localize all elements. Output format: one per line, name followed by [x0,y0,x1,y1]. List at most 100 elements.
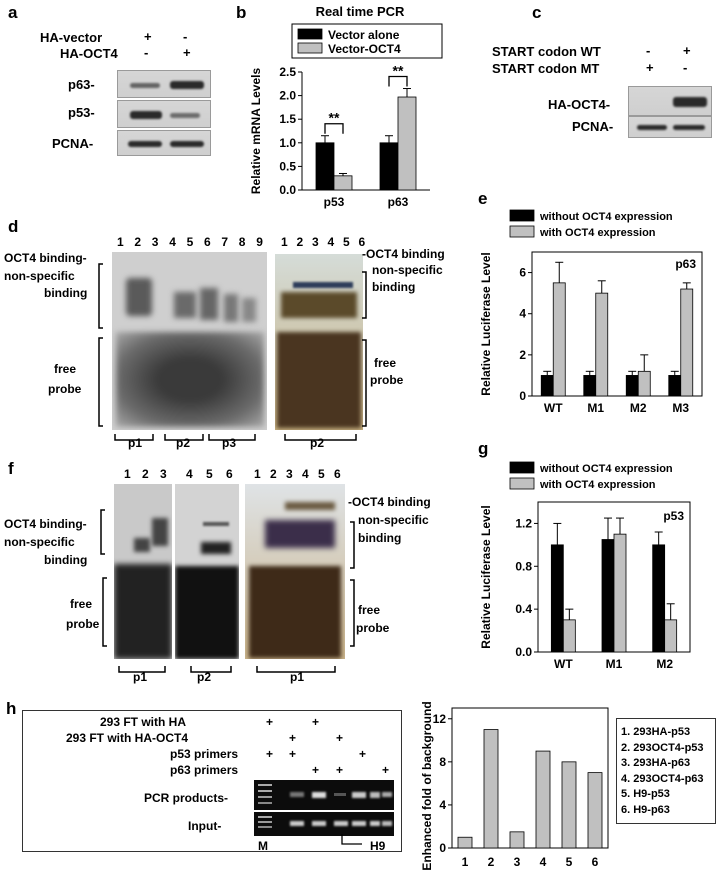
panel-a-letter: a [8,3,18,22]
panel-a-sign: - [144,45,149,60]
x-tick-label: M2 [630,401,647,415]
legend-swatch [509,477,535,490]
bar [379,142,399,191]
panel-c-sign: - [683,60,688,75]
non-specific-label: non-specific [4,269,75,283]
legend-swatch [509,225,535,238]
probe-label: probe [370,373,404,387]
condition-sign: + [312,763,320,777]
lane-number: 4 [302,467,309,481]
lane-number: 3 [312,235,319,249]
gel-brackets [98,263,256,441]
binding-label: binding [358,531,402,545]
chart-title: Real time PCR [316,4,405,19]
chart-b: Real time PCR 0.0 0.5 1.0 1.5 2.0 2.5 Relative … [249,4,443,209]
emsa-gel [245,484,345,659]
probe-name: p2 [197,670,212,684]
bar [540,375,554,397]
legend-label: without OCT4 expression [539,463,673,475]
binding-label: binding [44,553,88,567]
legend-label: Vector-OCT4 [328,42,401,56]
x-tick-label: 4 [540,855,547,869]
lane-number: 1 [281,235,288,249]
x-tick-label: p53 [324,195,345,209]
x-tick-label: WT [544,401,563,415]
x-tick-label: 1 [462,855,469,869]
western-blot-strip [117,130,211,156]
panel-c-sign: - [646,43,651,58]
bar [457,836,473,849]
x-tick-label: M2 [656,657,673,671]
panel-f-letter: f [8,459,14,478]
western-blot-strip [628,116,712,138]
panel-a-row-label: HA-vector [40,30,103,45]
lane-number: 6 [334,467,341,481]
lane-number: 4 [169,235,176,249]
legend-label: Vector alone [328,28,400,42]
oct4-binding-label-right: -OCT4 binding [362,247,445,261]
probe-label: probe [356,621,390,635]
gel-label-input: Input- [188,819,222,833]
oct4-binding-label-right: -OCT4 binding [348,495,431,509]
free-label: free [358,603,381,617]
y-tick-label: 0.0 [279,183,296,197]
y-tick-label: 2 [519,348,526,362]
condition-label: 293 FT with HA [100,715,187,729]
y-tick-label: 0 [519,389,526,403]
x-tick-label: p63 [388,195,409,209]
legend-label: without OCT4 expression [539,211,673,223]
panel-a-row-label: HA-OCT4 [60,46,118,61]
y-tick-label: 8 [439,755,446,769]
legend-swatch [509,209,535,222]
free-label: free [54,362,77,376]
bar [668,375,682,397]
chart-g: 0.0 0.4 0.8 1.2 Relative Luciferase Level WT M… [479,461,691,671]
panel-e-letter: e [478,189,488,208]
bar [637,370,651,397]
lane-number: 6 [204,235,211,249]
gel-label-pcr: PCR products- [144,791,228,805]
gel-brackets [100,509,355,673]
legend-swatch [509,461,535,474]
x-tick-label: M1 [587,401,604,415]
lane-number: 5 [206,467,213,481]
condition-sign: + [266,715,274,729]
condition-sign: + [289,747,297,761]
y-tick-label: 0 [439,841,446,855]
emsa-gel [175,484,239,659]
bar [595,292,609,397]
panel-g-letter: g [478,439,489,458]
bar [680,288,694,397]
chart-e: 0 2 4 6 Relative Luciferase Level WT M1 M2 M3 wit… [479,209,703,415]
binding-label: binding [44,286,88,300]
marker-label: M [258,839,268,853]
non-specific-label: non-specific [372,263,443,277]
free-label: free [374,356,397,370]
input-gel [254,812,394,836]
y-tick-label: 2.0 [279,89,296,103]
legend-entry: 2. 293OCT4-p53 [621,741,704,754]
panel-c-row-label: START codon MT [492,61,600,76]
panel-b-letter: b [236,3,247,22]
y-tick-label: 1.2 [515,516,532,530]
y-tick-label: 2.5 [279,65,296,79]
panel-h-letter: h [6,699,17,718]
blot-label-pcna: PCNA- [52,136,94,151]
non-specific-label: non-specific [4,535,75,549]
probe-name: p1 [133,670,148,684]
x-tick-label: 2 [488,855,495,869]
legend-entry: 4. 293OCT4-p63 [621,772,704,785]
probe-name: p3 [222,436,237,450]
western-blot-strip [117,100,211,128]
oct4-binding-label: OCT4 binding- [4,251,87,265]
lane-number: 3 [151,235,159,249]
plot-frame [451,707,609,849]
bar [562,619,576,653]
panel-d-letter: d [8,217,19,236]
significance-mark: ** [329,110,340,126]
lane-number: 3 [286,467,293,481]
lane-number: 4 [186,467,193,481]
condition-sign: + [359,747,367,761]
legend-swatch [297,28,323,40]
